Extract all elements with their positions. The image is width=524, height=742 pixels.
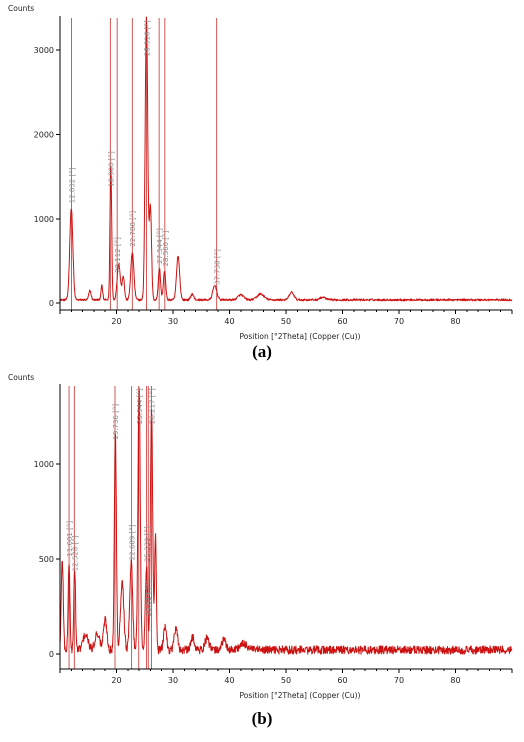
y-tick-label: 0 xyxy=(49,650,54,659)
peak-label: 12.032 [°] xyxy=(68,167,76,203)
x-tick-label: 60 xyxy=(337,317,347,326)
chart-a-caption: (a) xyxy=(252,342,272,361)
xrd-chart-a: 12.032 [°] 18.900 [°] 20.112 [°] 22.788 [°]… xyxy=(8,4,513,361)
peak-label: 25.614 [°] xyxy=(145,580,153,616)
peak-label: 22.788 [°] xyxy=(129,211,137,247)
x-tick-label: 20 xyxy=(111,317,121,326)
x-tick-label: 50 xyxy=(281,317,291,326)
peak-label: 20.112 [°] xyxy=(114,237,122,273)
x-tick-label: 30 xyxy=(168,317,178,326)
diffraction-trace xyxy=(59,387,513,655)
peak-label: 28.560 [°] xyxy=(162,230,170,266)
peak-label: 37.738 [°] xyxy=(214,249,222,285)
chart-a-plot: 12.032 [°] 18.900 [°] 20.112 [°] 22.788 [°]… xyxy=(8,4,513,341)
x-tick-label: 20 xyxy=(111,676,121,685)
y-tick-label: 2000 xyxy=(34,130,54,139)
x-tick-label: 80 xyxy=(450,676,460,685)
peak-label: 25.316 [°] xyxy=(144,20,152,56)
y-tick-label: 1000 xyxy=(34,215,54,224)
peak-label: 12.528 [°] xyxy=(71,535,79,571)
x-tick-label: 60 xyxy=(337,676,347,685)
peak-label: 27.544 [°] xyxy=(156,228,164,264)
x-tick-label: 30 xyxy=(168,676,178,685)
peak-label: 23.944 [°] xyxy=(136,388,144,424)
peak-label: 19.736 [°] xyxy=(112,404,120,440)
y-axis-label: Counts xyxy=(8,4,34,13)
peak-label: 11.601 [°] xyxy=(66,521,74,557)
x-tick-label: 40 xyxy=(224,317,234,326)
chart-b-caption: (b) xyxy=(251,709,273,728)
peak-label: 26.217 [°] xyxy=(149,388,157,424)
diffraction-trace xyxy=(59,16,513,302)
y-tick-label: 3000 xyxy=(34,46,54,55)
xrd-chart-b: 11.601 [°] 12.528 [°] 19.736 [°] 22.689 [°]… xyxy=(0,368,524,742)
x-tick-label: 70 xyxy=(394,676,404,685)
peak-label: 18.900 [°] xyxy=(107,151,115,187)
y-axis-label: Counts xyxy=(8,373,34,382)
x-tick-label: 80 xyxy=(450,317,460,326)
y-tick-label: 1000 xyxy=(34,460,54,469)
y-tick-label: 0 xyxy=(49,299,54,308)
chart-b-plot: 11.601 [°]12.528 [°] 19.736 [°] 22.689 [°]… xyxy=(8,373,513,700)
peak-label: 22.689 [°] xyxy=(129,524,137,560)
peak-label: 25.339 [°] xyxy=(144,526,152,562)
x-tick-label: 50 xyxy=(281,676,291,685)
x-tick-label: 40 xyxy=(224,676,234,685)
y-tick-label: 500 xyxy=(39,555,54,564)
x-axis-label: Position [°2Theta] (Copper (Cu)) xyxy=(240,332,361,341)
x-axis-label: Position [°2Theta] (Copper (Cu)) xyxy=(240,691,361,700)
x-tick-label: 70 xyxy=(394,317,404,326)
